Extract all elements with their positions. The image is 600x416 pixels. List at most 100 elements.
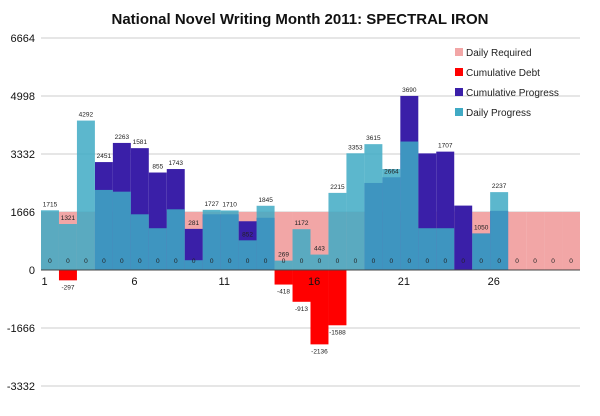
legend-label: Cumulative Debt (466, 68, 540, 79)
data-label: -297 (61, 284, 74, 291)
bar-daily-progress (328, 192, 347, 270)
data-label: 3615 (366, 135, 381, 142)
bar-daily-progress (472, 233, 491, 270)
zero-label: 0 (66, 258, 70, 265)
zero-label: 0 (300, 258, 304, 265)
bar-cumulative-debt (310, 270, 329, 345)
zero-label: 0 (174, 258, 178, 265)
bar-daily-progress (94, 189, 113, 270)
daily-progress-series (41, 120, 509, 270)
data-label: 1845 (258, 197, 273, 204)
legend-swatch (455, 88, 463, 96)
bar-daily-progress (220, 210, 239, 270)
bar-daily-progress (58, 224, 77, 270)
y-tick-label: 4998 (11, 91, 35, 103)
bar-daily-progress (382, 169, 401, 270)
data-label: 1707 (438, 143, 453, 150)
zero-label: 0 (425, 258, 429, 265)
zero-label: 0 (282, 258, 286, 265)
bar-daily-progress (256, 205, 275, 270)
zero-label: 0 (390, 258, 394, 265)
x-tick-label: 1 (42, 276, 48, 288)
data-label: 443 (314, 246, 325, 253)
y-tick-label: 6664 (11, 33, 35, 45)
zero-label: 0 (551, 258, 555, 265)
bar-daily-progress (400, 141, 419, 270)
bar-daily-progress (76, 120, 95, 270)
bar-daily-required (508, 211, 527, 270)
data-label: 269 (278, 252, 289, 259)
data-label: 4292 (79, 112, 94, 119)
bar-daily-progress (274, 260, 293, 270)
zero-label: 0 (102, 258, 106, 265)
zero-label: 0 (120, 258, 124, 265)
bar-daily-progress (184, 260, 203, 270)
zero-label: 0 (336, 258, 340, 265)
bar-daily-required (526, 211, 545, 270)
zero-label: 0 (443, 258, 447, 265)
y-tick-label: 1666 (11, 207, 35, 219)
data-label: 1050 (474, 224, 489, 231)
data-label: 2263 (115, 134, 130, 141)
bar-daily-progress (490, 192, 509, 270)
legend-swatch (455, 48, 463, 56)
zero-label: 0 (497, 258, 501, 265)
data-label: 855 (152, 164, 163, 171)
legend-swatch (455, 68, 463, 76)
bar-daily-progress (436, 228, 455, 270)
zero-label: 0 (569, 258, 573, 265)
zero-label: 0 (318, 258, 322, 265)
bar-daily-progress (166, 209, 185, 270)
zero-label: 0 (408, 258, 412, 265)
bar-daily-required (544, 211, 563, 270)
x-tick-label: 16 (308, 276, 320, 288)
data-label: 281 (188, 220, 199, 227)
data-label: 1715 (43, 201, 58, 208)
bar-cumulative-progress (454, 205, 473, 270)
zero-label: 0 (138, 258, 142, 265)
data-label: -2136 (311, 348, 328, 355)
data-label: -418 (277, 289, 290, 296)
data-label: 2664 (384, 168, 399, 175)
zero-label: 0 (264, 258, 268, 265)
y-tick-label: 0 (29, 265, 35, 277)
bar-daily-progress (310, 254, 329, 270)
bar-daily-progress (364, 144, 383, 270)
bar-daily-progress (418, 228, 437, 270)
data-label: -913 (295, 306, 308, 313)
bar-daily-required (274, 211, 293, 270)
y-tick-label: -3332 (7, 381, 35, 393)
data-label: 1727 (204, 201, 219, 208)
y-tick-label: 3332 (11, 149, 35, 161)
bar-daily-required (562, 211, 580, 270)
bar-daily-progress (112, 191, 131, 270)
data-label: -1588 (329, 329, 346, 336)
zero-label: 0 (515, 258, 519, 265)
legend: Daily Required Cumulative Debt Cumulative … (455, 48, 559, 119)
legend-label: Daily Progress (466, 108, 531, 119)
data-label: 1172 (295, 220, 309, 227)
bar-daily-progress (292, 229, 311, 270)
data-label: 1581 (133, 139, 148, 146)
data-label: 2451 (97, 153, 112, 160)
x-tick-label: 11 (219, 276, 230, 288)
bar-daily-progress (148, 228, 167, 270)
data-label: 3690 (402, 87, 417, 94)
data-label: 2237 (492, 183, 507, 190)
bar-cumulative-debt (292, 270, 311, 302)
zero-label: 0 (372, 258, 376, 265)
data-label: 3353 (348, 144, 363, 151)
bar-cumulative-progress (184, 228, 203, 270)
zero-label: 0 (533, 258, 537, 265)
zero-label: 0 (246, 258, 250, 265)
zero-label: 0 (354, 258, 358, 265)
data-label: 1743 (169, 160, 184, 167)
bar-daily-progress (41, 210, 59, 270)
zero-label: 0 (461, 258, 465, 265)
legend-swatch (455, 108, 463, 116)
bar-cumulative-debt (274, 270, 293, 285)
zero-label: 0 (479, 258, 483, 265)
